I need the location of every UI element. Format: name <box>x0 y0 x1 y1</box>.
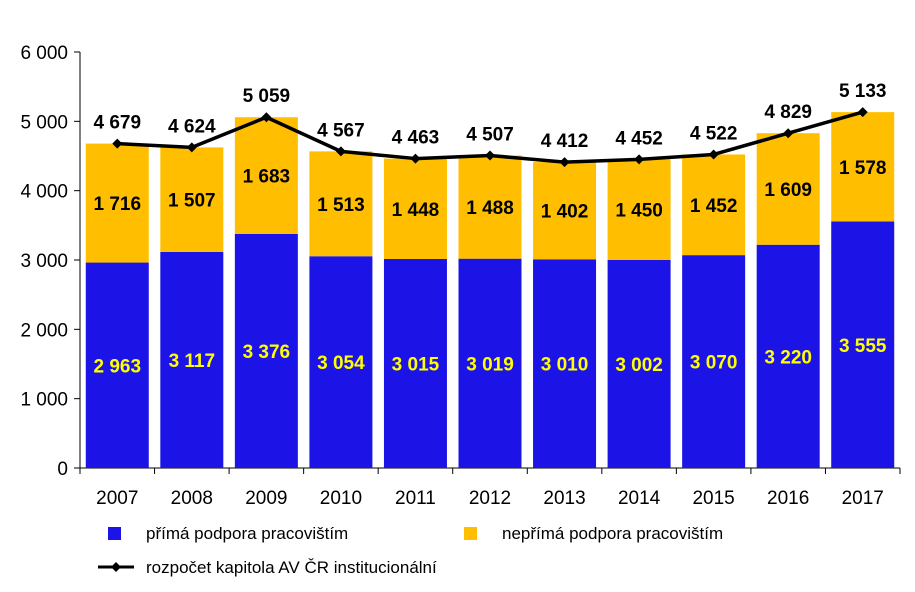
y-tick-label: 4 000 <box>20 182 68 203</box>
x-tick-label: 2013 <box>543 488 585 509</box>
bar-segment <box>85 143 149 263</box>
x-tick-label: 2009 <box>245 488 287 509</box>
bar-data-label: 1 448 <box>392 200 440 221</box>
legend-swatch <box>464 527 477 540</box>
bar-segment <box>309 151 373 257</box>
bar-data-label: 1 683 <box>243 167 291 188</box>
bar-segment <box>458 258 522 468</box>
legend-swatch <box>108 527 121 540</box>
line-point-marker <box>186 142 197 153</box>
line-data-label: 4 412 <box>541 131 589 152</box>
line-point-marker <box>261 112 272 123</box>
line-data-label: 4 463 <box>392 128 440 149</box>
bar-data-label: 3 070 <box>690 353 738 374</box>
bar-data-label: 1 578 <box>839 158 887 179</box>
bar-data-label: 3 376 <box>243 342 291 363</box>
bar-data-label: 3 555 <box>839 336 887 357</box>
bar-segment <box>756 133 820 245</box>
line-data-label: 4 522 <box>690 123 738 144</box>
x-tick-label: 2012 <box>469 488 511 509</box>
line-point-marker <box>857 107 868 118</box>
bar-data-label: 1 450 <box>615 201 663 222</box>
bar-data-label: 1 452 <box>690 196 738 217</box>
bar-data-label: 3 117 <box>169 351 216 372</box>
bar-data-label: 1 609 <box>764 180 812 201</box>
line-data-label: 4 452 <box>615 128 663 149</box>
x-tick-label: 2017 <box>842 488 884 509</box>
line-point-marker <box>410 153 421 164</box>
bar-data-label: 3 019 <box>466 354 514 375</box>
line-data-label: 4 679 <box>93 113 141 134</box>
line-data-label: 4 507 <box>466 125 514 146</box>
legend-marker <box>111 562 121 572</box>
legend-label: přímá podpora pracovištím <box>146 524 348 543</box>
bar-segment <box>533 162 597 260</box>
x-tick-label: 2010 <box>320 488 362 509</box>
bar-segment <box>533 259 597 468</box>
y-tick-label: 3 000 <box>20 251 68 272</box>
x-tick-label: 2015 <box>692 488 734 509</box>
bar-segment <box>383 258 447 468</box>
bar-data-label: 3 220 <box>764 347 812 368</box>
bar-data-label: 3 002 <box>615 355 663 376</box>
bar-segment <box>160 251 224 468</box>
line-data-label: 5 059 <box>243 86 291 107</box>
bar-data-label: 1 402 <box>541 202 589 223</box>
line-data-label: 5 133 <box>839 81 887 102</box>
bar-data-label: 3 010 <box>541 355 589 376</box>
legend-label: rozpočet kapitola AV ČR institucionální <box>146 558 437 577</box>
line-point-marker <box>335 146 346 157</box>
bar-segment <box>607 259 671 468</box>
x-tick-label: 2007 <box>96 488 138 509</box>
bar-segment <box>756 244 820 468</box>
bar-data-label: 3 015 <box>392 354 440 375</box>
y-tick-label: 2 000 <box>20 320 68 341</box>
bar-data-label: 1 716 <box>93 194 141 215</box>
bar-data-label: 1 488 <box>466 198 514 219</box>
bar-segment <box>831 112 895 222</box>
bar-segment <box>85 262 149 468</box>
bar-segment <box>383 158 447 259</box>
bar-segment <box>682 255 746 468</box>
line-point-marker <box>634 154 645 165</box>
x-tick-label: 2011 <box>395 488 436 509</box>
x-tick-label: 2014 <box>618 488 661 509</box>
line-point-marker <box>783 128 794 139</box>
line-point-marker <box>708 149 719 160</box>
bar-segment <box>458 155 522 259</box>
bar-segment <box>309 256 373 468</box>
line-data-label: 4 829 <box>764 102 812 123</box>
bar-segment <box>607 159 671 260</box>
line-point-marker <box>112 138 123 149</box>
line-point-marker <box>485 150 495 161</box>
bar-data-label: 3 054 <box>317 353 365 374</box>
y-tick-label: 5 000 <box>20 112 68 133</box>
bar-data-label: 2 963 <box>93 356 141 377</box>
bar-segment <box>682 154 746 256</box>
y-tick-label: 6 000 <box>20 43 68 64</box>
y-tick-label: 0 <box>57 459 68 480</box>
bar-data-label: 1 507 <box>168 191 216 212</box>
x-tick-label: 2016 <box>767 488 809 509</box>
bar-segment <box>234 117 298 234</box>
line-data-label: 4 567 <box>317 120 365 141</box>
line-point-marker <box>559 157 570 168</box>
bar-segment <box>234 233 298 468</box>
legend-label: nepřímá podpora pracovištím <box>502 524 723 543</box>
bar-segment <box>160 147 224 252</box>
line-data-label: 4 624 <box>168 116 216 137</box>
y-tick-label: 1 000 <box>20 390 68 411</box>
bar-data-label: 1 513 <box>317 195 365 216</box>
bar-segment <box>831 221 895 468</box>
x-tick-label: 2008 <box>171 488 213 509</box>
